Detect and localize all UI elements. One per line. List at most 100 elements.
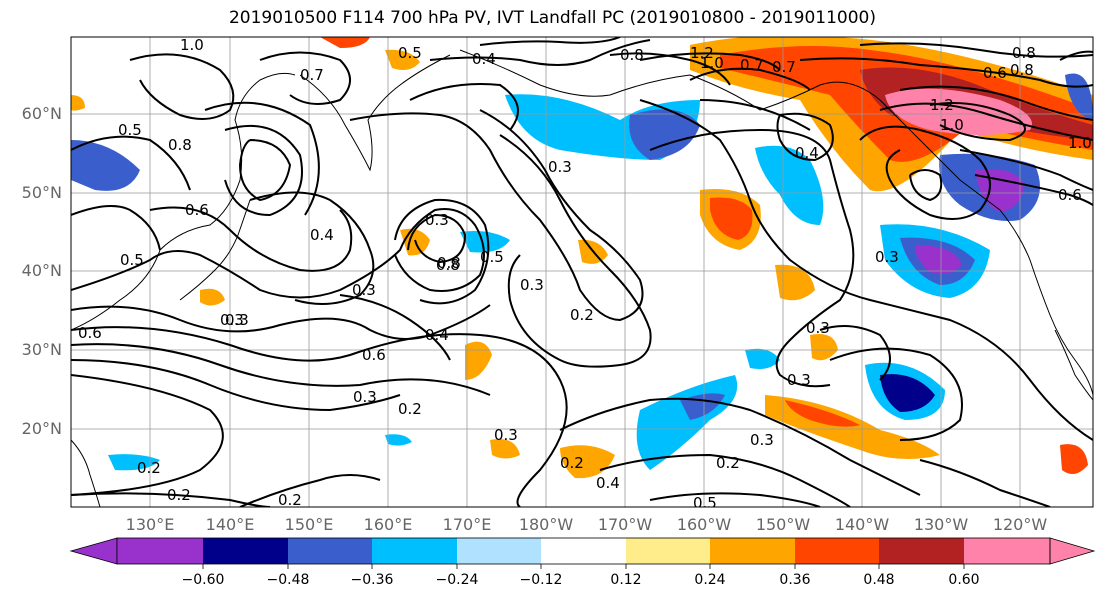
- map-title: 2019010500 F114 700 hPa PV, IVT Landfall…: [228, 8, 876, 28]
- lat-label: 20°N: [21, 419, 62, 438]
- coastline-north-america: [999, 209, 1093, 396]
- colorbar-tick-label: −0.36: [350, 572, 394, 588]
- contour-label: 0.3: [220, 311, 244, 329]
- contour-label: 0.5: [118, 121, 142, 139]
- colorbar-bin: [541, 538, 626, 564]
- contour-label: 0.5: [120, 251, 144, 269]
- positive-anomaly-subtropical-band-core: [785, 400, 860, 427]
- colorbar-tick-label: −0.60: [181, 572, 225, 588]
- map-panel: 1.0 0.5 0.4 0.7 0.8 1.2 1.0 0.7 0.8 1.0 …: [71, 36, 1093, 509]
- positive-anomaly-115w-18n: [1060, 444, 1088, 474]
- lat-label: 50°N: [21, 183, 62, 202]
- contour-label: 0.7: [740, 56, 764, 74]
- lon-label: 180°W: [518, 515, 574, 534]
- positive-anomaly-pink: [885, 88, 1032, 135]
- lon-label: 130°W: [913, 515, 969, 534]
- negative-anomaly-bering-core: [629, 109, 700, 160]
- lat-label: 60°N: [21, 104, 62, 123]
- contour-label: 0.3: [750, 431, 774, 449]
- colorbar: [69, 537, 1096, 569]
- contour-label: 0.3: [425, 211, 449, 229]
- colorbar-tick-label: −0.12: [519, 572, 563, 588]
- positive-anomaly-160w-core: [710, 197, 753, 240]
- contour-label: 0.3: [225, 311, 249, 329]
- coastline-alaska: [459, 49, 1001, 211]
- contour-label: 0.2: [560, 454, 584, 472]
- coastline-philippines: [71, 439, 101, 507]
- coastline-kamchatka: [299, 54, 451, 172]
- colorbar-tick-label: 0.60: [948, 572, 980, 588]
- coastline-baja: [1054, 329, 1093, 401]
- negative-anomaly-asia-coast: [71, 140, 140, 191]
- colorbar-bin: [457, 538, 541, 564]
- colorbar-bin: [203, 538, 288, 564]
- colorbar-tick-label: 0.48: [863, 572, 895, 588]
- contour-label: 0.2: [716, 454, 740, 472]
- positive-anomaly-175e-15n: [490, 439, 520, 459]
- colorbar-extend-right: [1049, 537, 1096, 565]
- contour-label: 0.2: [137, 459, 161, 477]
- contour-label: 0.2: [398, 400, 422, 418]
- lon-label: 140°W: [834, 515, 890, 534]
- negative-anomaly-168e-40n: [385, 434, 412, 446]
- contour-label: 1.0: [1068, 134, 1092, 152]
- lat-label: 30°N: [21, 340, 62, 359]
- lon-label: 170°E: [442, 515, 492, 534]
- colorbar-extend-left: [69, 537, 118, 565]
- contour-label: 0.6: [983, 64, 1007, 82]
- lat-label: 40°N: [21, 261, 62, 280]
- colorbar-bin: [626, 538, 710, 564]
- lon-label: 160°W: [676, 515, 732, 534]
- contour-label: 0.8: [620, 46, 644, 64]
- lon-label: 170°W: [597, 515, 653, 534]
- colorbar-bin: [288, 538, 372, 564]
- contour-label: 0.5: [480, 248, 504, 266]
- contour-label: 0.3: [353, 388, 377, 406]
- contour-label: 0.4: [795, 144, 819, 162]
- contour-label: 0.8: [1012, 44, 1036, 62]
- contour-label: 1.0: [180, 36, 204, 54]
- contour-label: 0.3: [787, 371, 811, 389]
- contour-labels: 1.0 0.5 0.4 0.7 0.8 1.2 1.0 0.7 0.8 1.0 …: [78, 36, 1092, 509]
- lon-label: 150°E: [284, 515, 334, 534]
- lon-label: 120°W: [992, 515, 1048, 534]
- negative-anomaly-west-15n: [108, 454, 160, 471]
- colorbar-tick-label: −0.48: [266, 572, 310, 588]
- gridlines: [71, 37, 1093, 507]
- contour-label: 0.3: [520, 276, 544, 294]
- coastlines: [71, 49, 1093, 507]
- contour-label: 0.2: [167, 486, 191, 504]
- negative-anomaly-subtropical-core: [880, 374, 935, 412]
- negative-anomaly-135w-purple: [915, 245, 962, 274]
- contour-label: 0.3: [806, 319, 830, 337]
- contour-label: 0.6: [185, 201, 209, 219]
- colorbar-bin: [710, 538, 795, 564]
- negative-anomaly-150w: [755, 145, 824, 225]
- positive-anomaly-30n-150w: [810, 334, 838, 361]
- positive-anomaly-top-west: [71, 95, 85, 111]
- contour-label: 1.2: [690, 44, 714, 62]
- contour-label: 0.2: [570, 306, 594, 324]
- colorbar-tick-label: 0.12: [610, 572, 642, 588]
- map-frame: [70, 36, 1094, 508]
- positive-anomaly-top-150e: [320, 37, 370, 48]
- positive-anomaly-30n-170e: [465, 341, 492, 380]
- colorbar-tick-label: 0.36: [779, 572, 811, 588]
- contour-label: 0.4: [596, 474, 620, 492]
- contour-label: 0.7: [772, 58, 796, 76]
- pc-shading: [71, 37, 1093, 479]
- coastline-east-asia: [71, 72, 296, 331]
- contour-label: 0.2: [278, 491, 302, 509]
- colorbar-bin: [964, 538, 1050, 564]
- contour-label: 0.6: [1058, 186, 1082, 204]
- positive-anomaly-top-160e: [385, 49, 420, 70]
- contour-label: 0.4: [472, 50, 496, 68]
- negative-anomaly-bc-core: [975, 169, 1025, 212]
- contour-label: 0.8: [168, 136, 192, 154]
- contour-label: 0.8: [436, 256, 460, 274]
- contour-label: 0.8: [1010, 61, 1034, 79]
- contour-label: 0.7: [300, 66, 324, 84]
- colorbar-bin: [117, 538, 203, 564]
- colorbar-bin: [372, 538, 457, 564]
